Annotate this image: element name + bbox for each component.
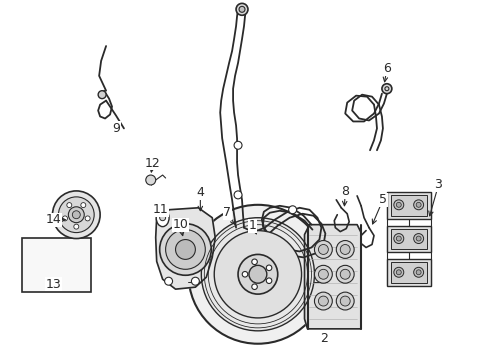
- Text: 2: 2: [320, 332, 327, 345]
- Text: 4: 4: [196, 186, 204, 199]
- Circle shape: [413, 267, 423, 277]
- Text: 1: 1: [248, 219, 256, 232]
- Circle shape: [59, 197, 94, 233]
- Circle shape: [336, 265, 353, 283]
- Circle shape: [393, 200, 403, 210]
- Circle shape: [318, 269, 327, 279]
- Circle shape: [145, 175, 155, 185]
- Polygon shape: [304, 225, 360, 329]
- Bar: [386, 192, 429, 219]
- Polygon shape: [155, 208, 215, 289]
- Text: 6: 6: [382, 62, 390, 75]
- Text: 5: 5: [378, 193, 386, 206]
- Circle shape: [318, 244, 327, 255]
- Circle shape: [413, 200, 423, 210]
- Circle shape: [415, 236, 420, 241]
- Circle shape: [72, 211, 80, 219]
- Circle shape: [81, 203, 85, 208]
- Circle shape: [340, 244, 349, 255]
- Circle shape: [239, 6, 244, 12]
- Bar: [390, 229, 426, 249]
- Bar: [390, 262, 426, 283]
- Circle shape: [288, 206, 296, 214]
- Text: 11: 11: [152, 203, 168, 216]
- Circle shape: [68, 207, 84, 223]
- Circle shape: [188, 205, 326, 344]
- Circle shape: [314, 292, 332, 310]
- Circle shape: [191, 277, 199, 285]
- Circle shape: [415, 202, 420, 207]
- Circle shape: [98, 91, 106, 99]
- Circle shape: [242, 271, 247, 277]
- Circle shape: [175, 239, 195, 260]
- Circle shape: [393, 267, 403, 277]
- Circle shape: [266, 278, 271, 283]
- Circle shape: [395, 270, 401, 275]
- Circle shape: [266, 265, 271, 271]
- Text: 7: 7: [223, 206, 231, 219]
- Circle shape: [336, 292, 353, 310]
- Circle shape: [340, 296, 349, 306]
- Circle shape: [395, 202, 401, 207]
- Bar: [386, 226, 429, 252]
- Circle shape: [251, 259, 257, 265]
- Circle shape: [236, 3, 247, 15]
- Circle shape: [160, 215, 165, 221]
- Text: 12: 12: [144, 157, 160, 170]
- Circle shape: [395, 236, 401, 241]
- Text: 13: 13: [45, 278, 61, 291]
- Circle shape: [340, 269, 349, 279]
- Bar: [386, 260, 429, 286]
- Circle shape: [415, 270, 420, 275]
- Circle shape: [74, 224, 79, 229]
- Circle shape: [52, 191, 100, 239]
- Circle shape: [381, 84, 391, 94]
- Circle shape: [251, 284, 257, 289]
- Bar: [390, 195, 426, 216]
- Circle shape: [234, 191, 242, 199]
- Circle shape: [318, 296, 327, 306]
- Circle shape: [62, 216, 67, 221]
- Circle shape: [164, 277, 172, 285]
- Circle shape: [234, 141, 242, 149]
- Text: 10: 10: [172, 218, 188, 231]
- Circle shape: [201, 218, 314, 331]
- Circle shape: [165, 230, 205, 269]
- Circle shape: [85, 216, 90, 221]
- Circle shape: [248, 265, 266, 283]
- Text: 14: 14: [45, 213, 61, 226]
- Circle shape: [160, 224, 211, 275]
- Circle shape: [393, 234, 403, 243]
- Ellipse shape: [156, 209, 169, 227]
- Text: 3: 3: [434, 179, 442, 192]
- Circle shape: [314, 240, 332, 258]
- Circle shape: [336, 240, 353, 258]
- Circle shape: [67, 203, 72, 208]
- Text: 8: 8: [341, 185, 348, 198]
- Circle shape: [214, 231, 301, 318]
- Bar: [21, 238, 91, 292]
- Circle shape: [238, 255, 277, 294]
- Text: 9: 9: [112, 122, 120, 135]
- Circle shape: [413, 234, 423, 243]
- Circle shape: [314, 265, 332, 283]
